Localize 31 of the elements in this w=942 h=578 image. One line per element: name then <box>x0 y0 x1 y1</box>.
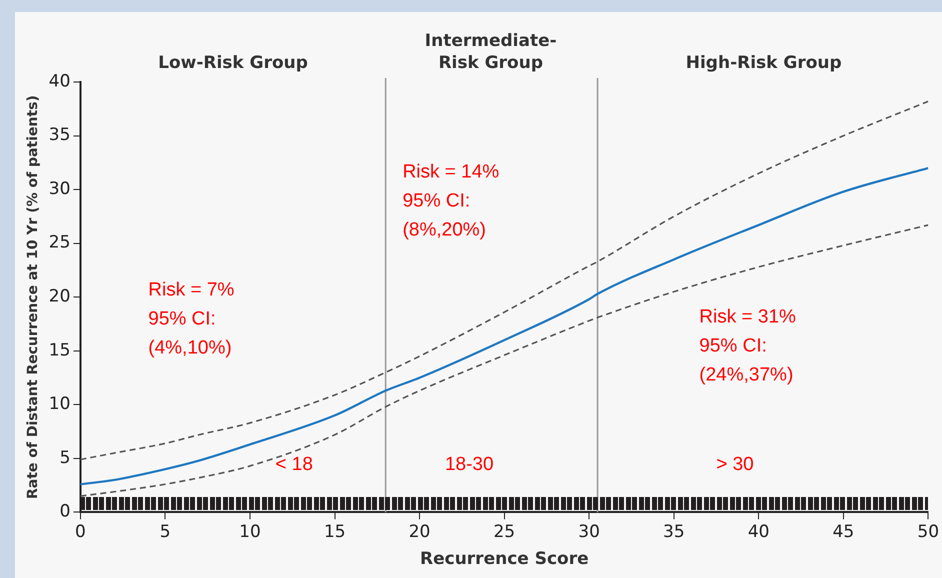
x-tick-label: 10 <box>239 522 261 542</box>
y-tick-label: 35 <box>48 125 70 146</box>
y-axis-title: Rate of Distant Recurrence at 10 Yr (% of patients) <box>25 95 42 499</box>
annotation: > 30 <box>716 454 754 475</box>
x-tick-label: 15 <box>324 522 346 542</box>
annotation: Risk = 7% 95% CI: (4%,10%) <box>148 280 234 359</box>
y-tick-label: 40 <box>48 71 70 92</box>
text: High-Risk Group <box>686 53 842 73</box>
x-tick-label: 45 <box>832 522 854 542</box>
text: Intermediate- Risk Group <box>424 31 557 73</box>
y-tick-label: 25 <box>48 232 70 253</box>
y-tick-label: 0 <box>60 502 70 522</box>
y-tick-label: 5 <box>60 448 70 468</box>
x-tick-label: 50 <box>917 522 940 542</box>
y-tick-label: 15 <box>48 340 70 360</box>
x-axis-title: Recurrence Score <box>420 549 589 570</box>
annotation: 18-30 <box>444 454 494 475</box>
y-tick-label: 30 <box>48 178 70 199</box>
x-tick-label: 25 <box>493 522 516 542</box>
y-tick-label: 10 <box>48 394 70 414</box>
x-tick-label: 40 <box>748 522 770 542</box>
x-tick-label: 0 <box>75 522 86 542</box>
x-tick-label: 5 <box>160 522 171 542</box>
text: Low-Risk Group <box>158 53 308 73</box>
y-tick-label: 20 <box>48 286 70 307</box>
annotation: Risk = 31% 95% CI: (24%,37%) <box>699 306 796 386</box>
annotation: Risk = 14% 95% CI: (8%,20%) <box>402 161 500 240</box>
x-tick-label: 20 <box>408 522 430 542</box>
annotation: < 18 <box>275 454 313 475</box>
x-tick-label: 30 <box>578 522 600 542</box>
x-tick-label: 35 <box>663 522 685 542</box>
